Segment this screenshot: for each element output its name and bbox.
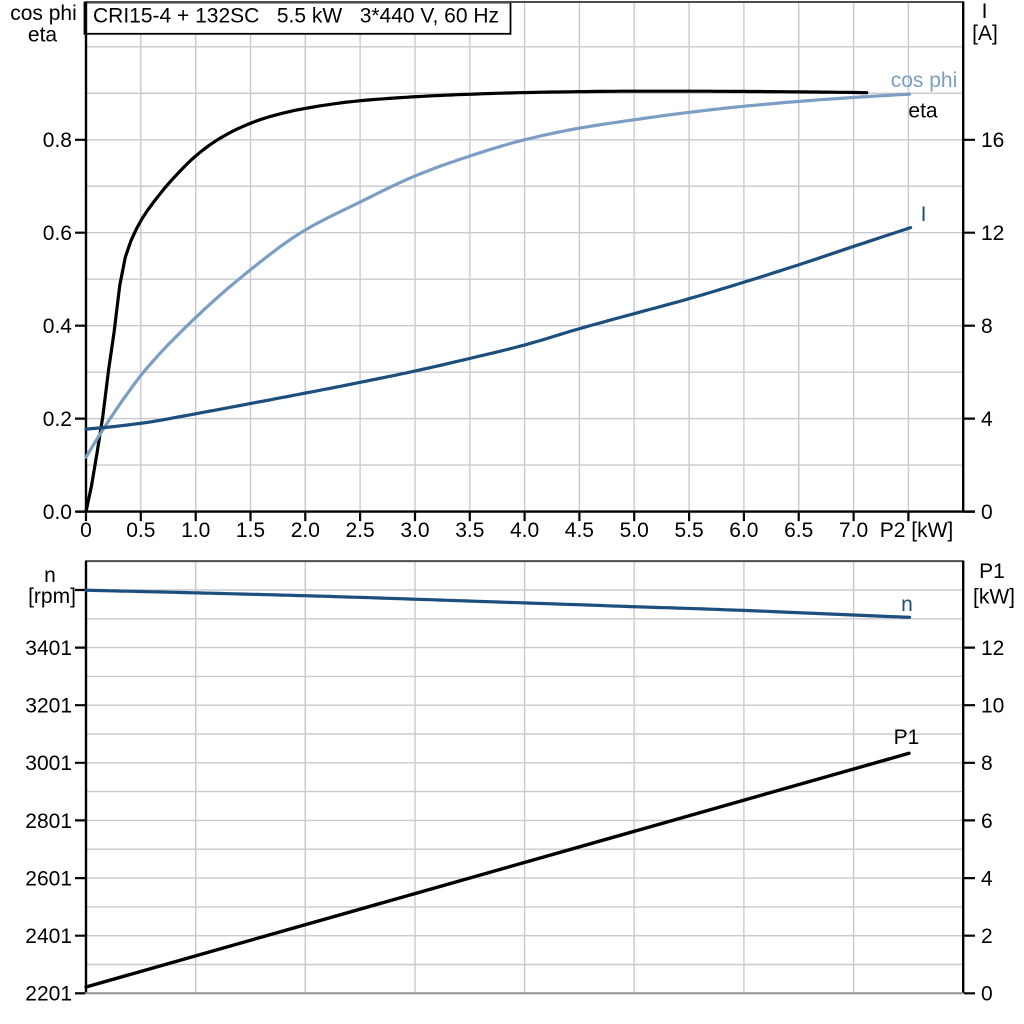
svg-text:3.5: 3.5 bbox=[455, 519, 484, 542]
svg-text:0.6: 0.6 bbox=[43, 222, 72, 245]
svg-text:3201: 3201 bbox=[25, 695, 72, 718]
svg-text:0: 0 bbox=[981, 501, 993, 524]
svg-text:0.8: 0.8 bbox=[43, 129, 72, 152]
svg-text:2.0: 2.0 bbox=[291, 519, 320, 542]
svg-text:0: 0 bbox=[80, 519, 92, 542]
svg-text:8: 8 bbox=[981, 752, 993, 775]
svg-text:4.5: 4.5 bbox=[565, 519, 594, 542]
svg-text:[A]: [A] bbox=[972, 22, 998, 45]
svg-text:P1: P1 bbox=[979, 560, 1005, 583]
svg-text:8: 8 bbox=[981, 315, 993, 338]
svg-text:3001: 3001 bbox=[25, 752, 72, 775]
svg-text:16: 16 bbox=[981, 129, 1004, 152]
svg-text:0.5: 0.5 bbox=[126, 519, 155, 542]
svg-text:2: 2 bbox=[981, 925, 993, 948]
svg-text:4: 4 bbox=[981, 868, 993, 891]
svg-text:0.4: 0.4 bbox=[43, 315, 73, 338]
svg-text:I: I bbox=[982, 0, 988, 23]
svg-text:12: 12 bbox=[981, 637, 1004, 660]
svg-text:n: n bbox=[901, 593, 913, 616]
svg-text:cos phi: cos phi bbox=[891, 69, 958, 92]
svg-text:4: 4 bbox=[981, 408, 993, 431]
svg-text:eta: eta bbox=[28, 23, 58, 46]
svg-text:I: I bbox=[921, 203, 927, 226]
svg-text:[kW]: [kW] bbox=[973, 585, 1015, 608]
svg-text:12: 12 bbox=[981, 222, 1004, 245]
svg-text:P1: P1 bbox=[894, 726, 920, 749]
svg-text:n: n bbox=[44, 564, 56, 587]
svg-text:5.0: 5.0 bbox=[620, 519, 649, 542]
svg-text:7.0: 7.0 bbox=[839, 519, 868, 542]
svg-text:4.0: 4.0 bbox=[510, 519, 539, 542]
svg-text:0.0: 0.0 bbox=[43, 501, 72, 524]
svg-text:eta: eta bbox=[908, 99, 938, 122]
svg-text:2601: 2601 bbox=[25, 868, 72, 891]
svg-text:2801: 2801 bbox=[25, 810, 72, 833]
svg-text:6: 6 bbox=[981, 810, 993, 833]
svg-text:5.5: 5.5 bbox=[674, 519, 703, 542]
svg-text:6.5: 6.5 bbox=[784, 519, 813, 542]
svg-text:cos phi: cos phi bbox=[10, 2, 77, 25]
svg-text:CRI15-4 + 132SC 5.5 kW 3*4: CRI15-4 + 132SC 5.5 kW 3*440 V, 60 Hz bbox=[93, 4, 499, 27]
svg-text:0.2: 0.2 bbox=[43, 408, 72, 431]
svg-text:2401: 2401 bbox=[25, 925, 72, 948]
svg-text:2.5: 2.5 bbox=[345, 519, 374, 542]
svg-text:3401: 3401 bbox=[25, 637, 72, 660]
svg-text:P2 [kW]: P2 [kW] bbox=[880, 519, 954, 542]
svg-text:1.5: 1.5 bbox=[236, 519, 265, 542]
svg-text:6.0: 6.0 bbox=[729, 519, 758, 542]
svg-text:0: 0 bbox=[981, 983, 993, 1006]
svg-text:[rpm]: [rpm] bbox=[28, 585, 76, 608]
svg-text:2201: 2201 bbox=[25, 983, 72, 1006]
svg-text:3.0: 3.0 bbox=[400, 519, 429, 542]
svg-text:10: 10 bbox=[981, 695, 1004, 718]
svg-text:1.0: 1.0 bbox=[181, 519, 210, 542]
